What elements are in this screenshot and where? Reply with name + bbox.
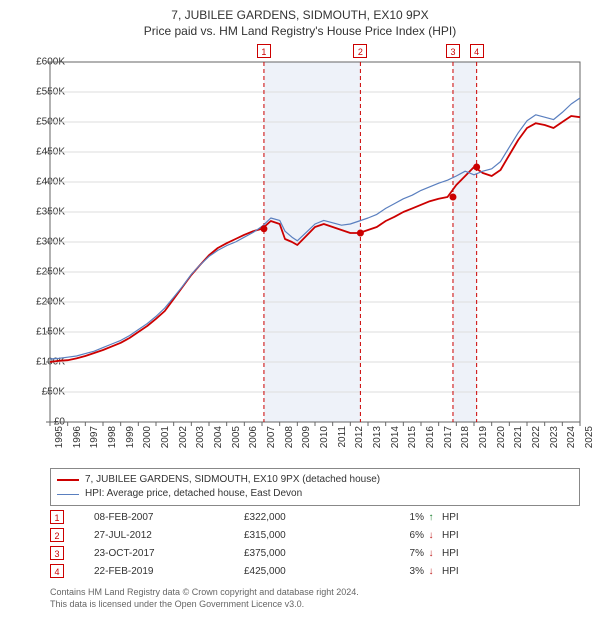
x-tick-label: 2000 (142, 426, 153, 448)
x-tick-label: 2019 (478, 426, 489, 448)
sales-row-hpi-label: HPI (438, 512, 482, 523)
sales-row-arrow-icon: ↑ (424, 512, 438, 523)
sales-row-marker: 2 (50, 528, 64, 542)
x-tick-label: 2004 (213, 426, 224, 448)
x-tick-label: 2025 (584, 426, 595, 448)
sales-row-price: £315,000 (244, 530, 354, 541)
sales-row-marker: 1 (50, 510, 64, 524)
x-tick-label: 1998 (107, 426, 118, 448)
sales-row-diff: 3% (354, 566, 424, 577)
sale-marker-box: 4 (470, 44, 484, 58)
sale-marker-box: 1 (257, 44, 271, 58)
title-subtitle: Price paid vs. HM Land Registry's House … (0, 24, 600, 38)
sales-row-marker: 3 (50, 546, 64, 560)
x-tick-label: 2011 (337, 426, 348, 448)
x-tick-label: 2010 (319, 426, 330, 448)
footer-line1: Contains HM Land Registry data © Crown c… (50, 586, 359, 598)
sales-row-date: 08-FEB-2007 (94, 512, 244, 523)
legend: 7, JUBILEE GARDENS, SIDMOUTH, EX10 9PX (… (50, 468, 580, 506)
legend-swatch-subject (57, 479, 79, 481)
sales-row-arrow-icon: ↓ (424, 530, 438, 541)
x-tick-label: 2007 (266, 426, 277, 448)
x-tick-label: 2020 (496, 426, 507, 448)
x-tick-label: 2002 (178, 426, 189, 448)
sales-row-arrow-icon: ↓ (424, 548, 438, 559)
sales-row-diff: 7% (354, 548, 424, 559)
x-tick-label: 2023 (549, 426, 560, 448)
sales-row-marker: 4 (50, 564, 64, 578)
sales-row-price: £375,000 (244, 548, 354, 559)
footer: Contains HM Land Registry data © Crown c… (50, 586, 359, 610)
x-tick-label: 2006 (248, 426, 259, 448)
chart-container: 7, JUBILEE GARDENS, SIDMOUTH, EX10 9PX P… (0, 0, 600, 620)
sales-row-hpi-label: HPI (438, 530, 482, 541)
chart-plot-area (50, 62, 580, 422)
sales-row-price: £425,000 (244, 566, 354, 577)
sale-marker-box: 3 (446, 44, 460, 58)
sales-row: 4 22-FEB-2019£425,0003%↓HPI (50, 562, 580, 580)
x-tick-label: 2005 (231, 426, 242, 448)
sales-row-arrow-icon: ↓ (424, 566, 438, 577)
x-tick-label: 2021 (513, 426, 524, 448)
legend-label-hpi: HPI: Average price, detached house, East… (85, 487, 302, 501)
x-tick-label: 2024 (566, 426, 577, 448)
sales-row-diff: 1% (354, 512, 424, 523)
sales-row: 2 27-JUL-2012£315,0006%↓HPI (50, 526, 580, 544)
sales-row: 3 23-OCT-2017£375,0007%↓HPI (50, 544, 580, 562)
x-tick-label: 2009 (301, 426, 312, 448)
chart-svg (50, 62, 580, 422)
x-tick-label: 2015 (407, 426, 418, 448)
x-tick-label: 2013 (372, 426, 383, 448)
sales-row-date: 23-OCT-2017 (94, 548, 244, 559)
title-block: 7, JUBILEE GARDENS, SIDMOUTH, EX10 9PX P… (0, 0, 600, 38)
x-tick-label: 2008 (284, 426, 295, 448)
footer-line2: This data is licensed under the Open Gov… (50, 598, 359, 610)
sales-row-date: 22-FEB-2019 (94, 566, 244, 577)
x-tick-label: 2018 (460, 426, 471, 448)
sales-row-hpi-label: HPI (438, 548, 482, 559)
legend-swatch-hpi (57, 494, 79, 495)
sales-row: 1 08-FEB-2007£322,0001%↑HPI (50, 508, 580, 526)
x-tick-label: 1999 (125, 426, 136, 448)
legend-row-subject: 7, JUBILEE GARDENS, SIDMOUTH, EX10 9PX (… (57, 473, 573, 487)
x-tick-label: 2017 (443, 426, 454, 448)
x-tick-label: 2001 (160, 426, 171, 448)
x-tick-label: 2016 (425, 426, 436, 448)
x-tick-label: 2014 (390, 426, 401, 448)
x-tick-label: 1996 (72, 426, 83, 448)
x-tick-label: 2012 (354, 426, 365, 448)
sales-row-date: 27-JUL-2012 (94, 530, 244, 541)
sale-marker-box: 2 (353, 44, 367, 58)
sales-table: 108-FEB-2007£322,0001%↑HPI227-JUL-2012£3… (50, 508, 580, 580)
x-tick-label: 1997 (89, 426, 100, 448)
sales-row-price: £322,000 (244, 512, 354, 523)
title-address: 7, JUBILEE GARDENS, SIDMOUTH, EX10 9PX (0, 8, 600, 22)
legend-label-subject: 7, JUBILEE GARDENS, SIDMOUTH, EX10 9PX (… (85, 473, 380, 487)
x-tick-label: 2003 (195, 426, 206, 448)
legend-row-hpi: HPI: Average price, detached house, East… (57, 487, 573, 501)
x-tick-label: 2022 (531, 426, 542, 448)
sales-row-diff: 6% (354, 530, 424, 541)
sales-row-hpi-label: HPI (438, 566, 482, 577)
x-tick-label: 1995 (54, 426, 65, 448)
